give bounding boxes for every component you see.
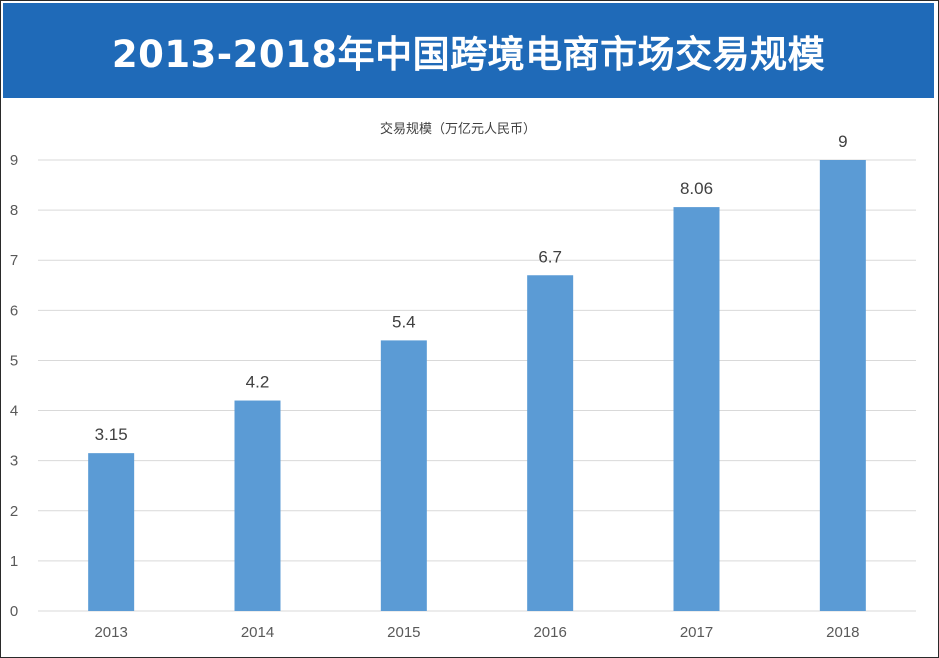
y-tick-label: 9: [10, 152, 18, 169]
y-tick-label: 7: [10, 252, 18, 269]
x-axis-ticks: 2013 2014 2015 2016 2017 2018: [94, 624, 859, 641]
x-tick-label: 2016: [533, 624, 566, 641]
y-tick-label: 5: [10, 352, 18, 369]
x-tick-label: 2014: [241, 624, 274, 641]
data-label: 8.06: [680, 179, 713, 198]
gridlines: [38, 159, 916, 612]
y-tick-label: 1: [10, 553, 18, 570]
x-tick-label: 2017: [680, 624, 713, 641]
bar: [380, 340, 427, 611]
banner-title: 2013-2018年中国跨境电商市场交易规模: [111, 32, 826, 76]
y-tick-label: 3: [10, 453, 18, 470]
data-label: 3.15: [95, 425, 128, 444]
data-label: 5.4: [392, 312, 416, 331]
bar: [819, 160, 866, 611]
bar: [88, 453, 135, 611]
bar: [527, 275, 574, 611]
bar: [234, 400, 281, 611]
bar: [673, 207, 720, 612]
chart-title: 交易规模（万亿元人民币）: [380, 121, 536, 137]
y-tick-label: 0: [10, 603, 18, 620]
y-tick-label: 4: [10, 403, 18, 420]
data-label: 6.7: [538, 247, 562, 266]
y-tick-label: 8: [10, 202, 18, 219]
x-tick-label: 2015: [387, 624, 420, 641]
bars: [88, 160, 866, 612]
y-tick-label: 2: [10, 503, 18, 520]
x-tick-label: 2013: [94, 624, 127, 641]
title-banner: 2013-2018年中国跨境电商市场交易规模: [3, 3, 934, 98]
data-labels: 3.15 4.2 5.4 6.7 8.06 9: [95, 132, 848, 444]
y-tick-label: 6: [10, 302, 18, 319]
x-tick-label: 2018: [826, 624, 859, 641]
data-label: 9: [838, 132, 847, 151]
y-axis-ticks: 0 1 2 3 4 5 6 7 8 9: [10, 152, 18, 620]
data-label: 4.2: [246, 373, 270, 392]
